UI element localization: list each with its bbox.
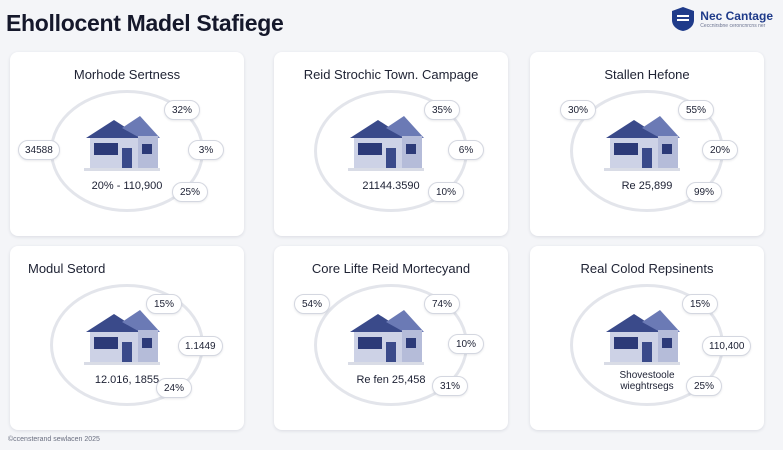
card-title: Real Colod Repsinents [580,261,714,276]
card-title: Modul Setord [28,261,106,276]
left-stat-bubble: 30% [560,100,596,120]
top-stat-bubble: 55% [678,100,714,120]
mid-stat-bubble: 6% [448,140,484,160]
bottom-stat-bubble: 31% [432,376,468,396]
top-stat-bubble: 74% [424,294,460,314]
card-2[interactable]: Reid Strochic Town. Campage 21144.3590 3… [274,52,508,236]
bottom-stat-bubble: 10% [428,182,464,202]
card-3[interactable]: Stallen Hefone Re 25,899 30% 55% 20% 99% [530,52,764,236]
left-stat-bubble: 54% [294,294,330,314]
house-icon [348,310,424,365]
top-stat-bubble: 32% [164,100,200,120]
card-center-value: Re 25,899 [621,180,673,192]
bottom-stat-bubble: 25% [686,376,722,396]
card-1[interactable]: Morhode Sertness 20% - 110,900 34588 32%… [10,52,244,236]
mid-stat-bubble: 3% [188,140,224,160]
brand-logo-block[interactable]: Nec Cantage Ceccnirsbne ceroncnrcns ner [670,6,773,32]
card-center-value: Re fen 25,458 [356,374,426,386]
top-stat-bubble: 15% [682,294,718,314]
house-icon [604,310,680,365]
mid-stat-bubble: 20% [702,140,738,160]
house-icon [84,116,160,171]
card-title: Stallen Hefone [604,67,690,82]
bottom-stat-bubble: 25% [172,182,208,202]
mid-stat-bubble: 10% [448,334,484,354]
card-center-value: 21144.3590 [362,180,420,192]
card-center-value: 12.016, 1855 [94,374,160,386]
brand-name: Nec Cantage [700,8,773,23]
brand-shield-icon [672,7,695,31]
card-4[interactable]: Modul Setord 12.016, 1855 15% 1.1449 24% [10,246,244,430]
mid-stat-bubble: 1.1449 [178,336,223,356]
left-stat-bubble: 34588 [18,140,60,160]
house-icon [348,116,424,171]
card-title: Core Lifte Reid Mortecyand [311,261,471,276]
bottom-stat-bubble: 99% [686,182,722,202]
top-stat-bubble: 35% [424,100,460,120]
top-stat-bubble: 15% [146,294,182,314]
bottom-stat-bubble: 24% [156,378,192,398]
brand-tagline: Ceccnirsbne ceroncnrcns ner [700,22,766,29]
card-center-value: 20% - 110,900 [91,180,163,192]
card-title: Morhode Sertness [73,67,181,82]
card-5[interactable]: Core Lifte Reid Mortecyand Re fen 25,458… [274,246,508,430]
house-icon [604,116,680,171]
footer-copyright: ©ccensterand sewlacen 2025 [8,436,100,443]
card-6[interactable]: Real Colod Repsinents Shovestoole wieght… [530,246,764,430]
mid-stat-bubble: 110,400 [702,336,752,356]
card-center-value: Shovestoole wieghtrsegs [619,370,675,392]
house-icon [84,310,160,365]
page-title: Ehollocent Madel Stafiege [6,10,284,36]
card-title: Reid Strochic Town. Campage [303,67,479,82]
